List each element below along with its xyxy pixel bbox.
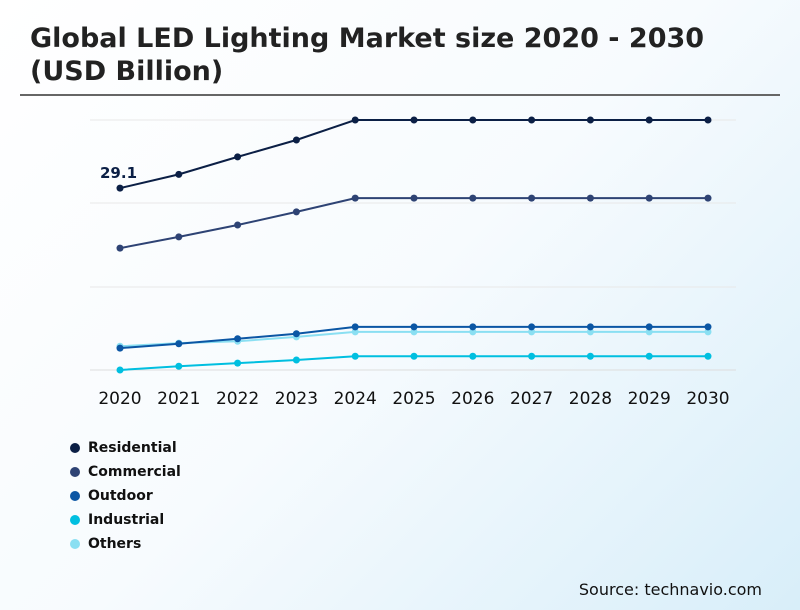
data-point xyxy=(528,328,536,336)
legend-label: Others xyxy=(88,536,142,552)
legend-item: Industrial xyxy=(70,508,181,532)
legend-label: Commercial xyxy=(88,464,181,480)
legend-dot-icon xyxy=(70,443,80,453)
data-point xyxy=(586,194,594,202)
data-point xyxy=(528,352,536,360)
data-point xyxy=(469,194,477,202)
legend-item: Residential xyxy=(70,436,181,460)
x-tick-label: 2021 xyxy=(157,389,200,409)
legend-dot-icon xyxy=(70,467,80,477)
series-line-residential xyxy=(119,119,708,190)
data-point xyxy=(351,116,359,124)
legend-item: Others xyxy=(70,532,181,556)
x-tick-label: 2022 xyxy=(216,389,259,409)
data-point xyxy=(175,233,183,241)
source-text: Source: technavio.com xyxy=(578,580,762,599)
data-point xyxy=(586,352,594,360)
data-point xyxy=(469,116,477,124)
data-point xyxy=(234,153,242,161)
legend-item: Commercial xyxy=(70,460,181,484)
data-point xyxy=(234,335,242,343)
x-tick-label: 2023 xyxy=(275,389,318,409)
data-point xyxy=(528,116,536,124)
legend-item: Outdoor xyxy=(70,484,181,508)
data-point xyxy=(410,328,418,336)
data-point xyxy=(351,328,359,336)
line-chart: 2020 2021 2022 2023 2024 2025 2026 2027 2028 2029… xyxy=(90,116,736,409)
chart-title: Global LED Lighting Market size 2020 - 2… xyxy=(30,23,705,87)
legend-label: Industrial xyxy=(88,512,165,528)
data-point xyxy=(410,352,418,360)
x-tick-label: 2029 xyxy=(628,389,671,409)
data-point xyxy=(292,356,300,364)
data-point xyxy=(528,323,536,331)
data-point xyxy=(704,328,712,336)
data-point xyxy=(292,208,300,216)
data-point xyxy=(469,328,477,336)
data-point xyxy=(645,352,653,360)
x-tick-label: 2024 xyxy=(334,389,377,409)
x-tick-label: 2025 xyxy=(392,389,435,409)
data-point xyxy=(116,184,124,192)
data-point xyxy=(351,352,359,360)
data-point xyxy=(645,194,653,202)
legend: Residential Commercial Outdoor Industrial Ot… xyxy=(70,436,181,556)
legend-label: Residential xyxy=(88,440,177,456)
data-point xyxy=(292,136,300,144)
data-point xyxy=(704,116,712,124)
data-point xyxy=(704,323,712,331)
data-point xyxy=(292,330,300,338)
data-point xyxy=(704,352,712,360)
data-point xyxy=(469,352,477,360)
data-point xyxy=(528,194,536,202)
data-point xyxy=(116,344,124,352)
data-point xyxy=(116,366,124,374)
data-label: 29.1 xyxy=(100,164,137,182)
data-point xyxy=(116,244,124,252)
x-tick-label: 2026 xyxy=(451,389,494,409)
data-point xyxy=(175,362,183,370)
data-point xyxy=(586,323,594,331)
data-point xyxy=(410,116,418,124)
x-tick-label: 2020 xyxy=(98,389,141,409)
x-tick-label: 2030 xyxy=(686,389,729,409)
data-point xyxy=(175,340,183,348)
legend-dot-icon xyxy=(70,491,80,501)
data-point xyxy=(410,323,418,331)
data-point xyxy=(175,170,183,178)
x-tick-label: 2028 xyxy=(569,389,612,409)
data-point xyxy=(351,323,359,331)
data-point xyxy=(234,359,242,367)
data-point xyxy=(234,221,242,229)
data-point xyxy=(586,116,594,124)
data-point xyxy=(410,194,418,202)
series-line-commercial xyxy=(119,197,708,250)
data-point xyxy=(586,328,594,336)
title-divider xyxy=(20,94,780,96)
legend-label: Outdoor xyxy=(88,488,153,504)
legend-dot-icon xyxy=(70,515,80,525)
data-point xyxy=(469,323,477,331)
data-point xyxy=(645,116,653,124)
data-point xyxy=(645,323,653,331)
data-point xyxy=(645,328,653,336)
legend-dot-icon xyxy=(70,539,80,549)
x-tick-label: 2027 xyxy=(510,389,553,409)
data-point xyxy=(704,194,712,202)
data-point xyxy=(351,194,359,202)
